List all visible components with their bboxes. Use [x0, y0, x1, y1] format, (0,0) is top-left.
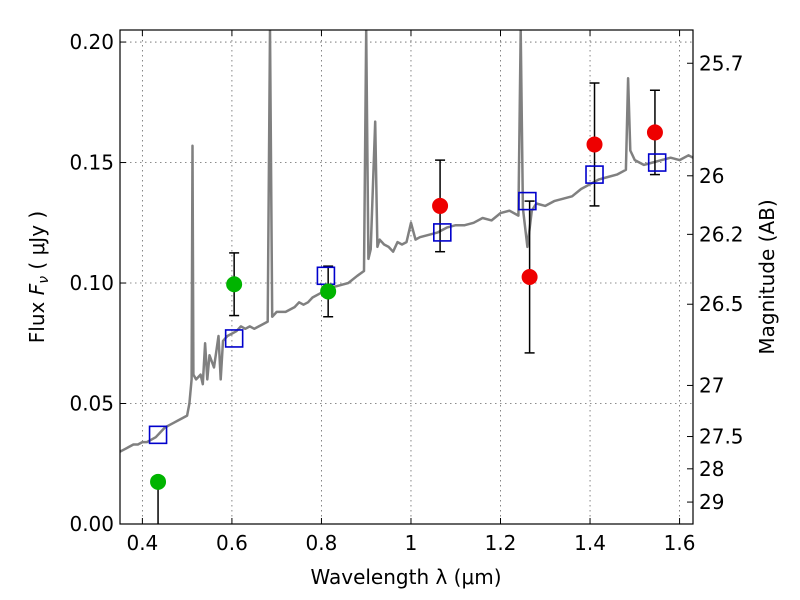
- y2-tick-label: 26: [699, 164, 724, 188]
- model-flux-square: [224, 329, 244, 348]
- y2-tick-label: 25.7: [699, 51, 744, 75]
- nir-detection-point: [432, 197, 449, 214]
- plot-area: [120, 30, 693, 524]
- x-tick-label: 1: [405, 531, 418, 555]
- x-tick-label: 1.6: [664, 531, 696, 555]
- y2-tick-label: 27.5: [699, 425, 744, 449]
- x-axis: 0.4 0.6 0.8 1 1.2 1.4 1.6: [126, 30, 695, 555]
- x-tick-label: 0.4: [126, 531, 158, 555]
- nir-detection-point: [586, 136, 603, 153]
- y2-tick-label: 26.5: [699, 292, 744, 316]
- y-tick-label: 0.10: [69, 271, 114, 295]
- model-flux-square: [647, 153, 667, 172]
- optical-detection-point: [320, 283, 337, 300]
- model-flux-square: [518, 191, 537, 211]
- model-flux-square: [148, 425, 168, 445]
- spectrum-line: [120, 30, 693, 453]
- x-tick-label: 1.4: [574, 531, 606, 555]
- y2-axis-label: Magnitude (AB): [755, 199, 779, 354]
- model-flux-square: [585, 165, 604, 184]
- x-tick-label: 0.8: [306, 531, 338, 555]
- y-axis-label: Flux Fν ( μJy ): [25, 211, 52, 343]
- y-tick-label: 0.05: [69, 392, 114, 416]
- y-tick-label: 0.00: [69, 512, 114, 536]
- x-tick-label: 0.6: [216, 531, 248, 555]
- y-axis-right: 25.7 26 26.2 26.5 27 27.5 28 29: [687, 51, 744, 514]
- y-tick-label: 0.20: [69, 30, 114, 54]
- nir-detection-point: [646, 124, 663, 141]
- nir-detection-point: [521, 269, 538, 285]
- x-axis-label: Wavelength λ (μm): [310, 565, 501, 589]
- y2-tick-label: 27: [699, 373, 724, 397]
- y2-tick-label: 28: [699, 457, 724, 481]
- grid-layer: [120, 30, 693, 525]
- optical-detection-point: [226, 276, 243, 293]
- optical-detection-point: [150, 473, 167, 490]
- plot-frame: [119, 29, 694, 525]
- y-tick-label: 0.15: [69, 151, 114, 175]
- model-flux-square: [433, 223, 452, 242]
- y2-tick-label: 26.2: [699, 222, 744, 246]
- x-tick-label: 1.2: [485, 531, 517, 555]
- model-flux-square: [316, 266, 336, 286]
- y-axis-left: 0.00 0.05 0.10 0.15 0.20: [69, 30, 126, 536]
- y2-tick-label: 29: [699, 490, 724, 514]
